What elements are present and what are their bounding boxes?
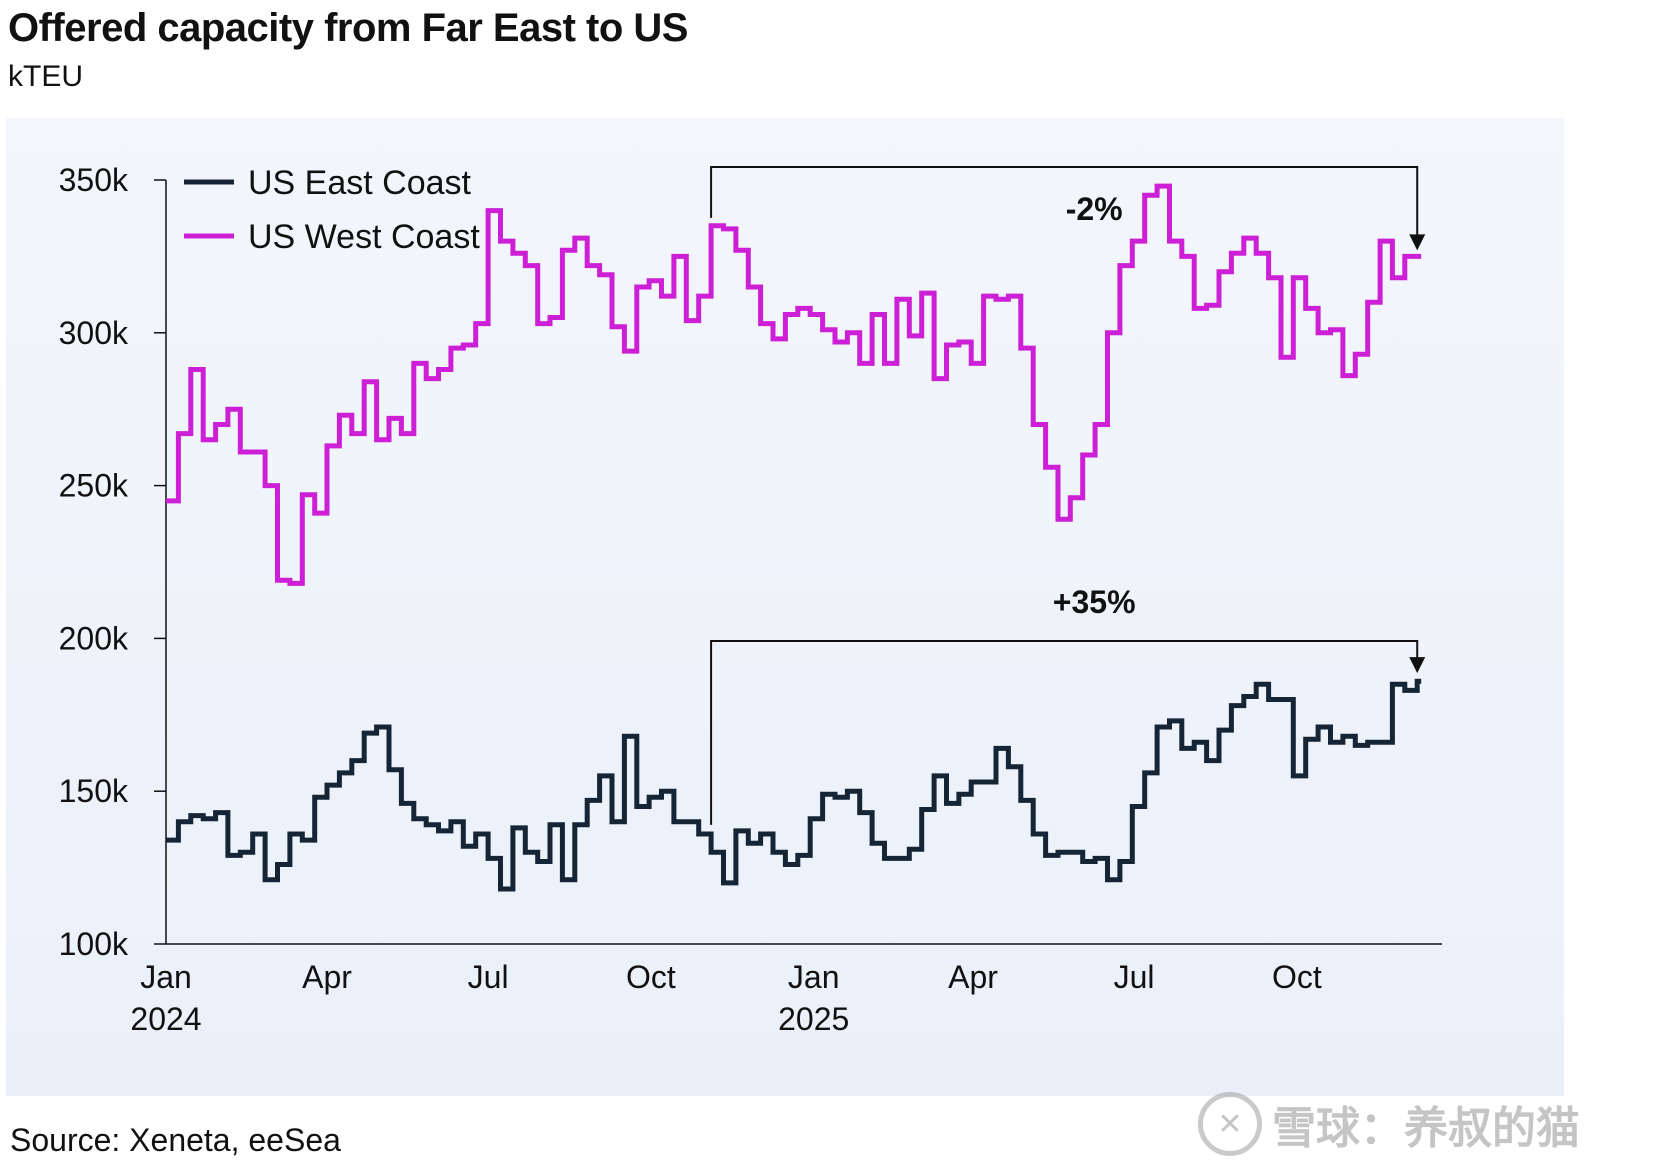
series-line-us-east-coast [166, 678, 1422, 892]
y-tick-label: 100k [59, 926, 129, 962]
legend-label: US East Coast [248, 164, 472, 202]
x-tick-year-label: 2025 [778, 1001, 849, 1037]
watermark: ✕ 雪球：养叔的猫 [1198, 1092, 1580, 1156]
watermark-text: 雪球：养叔的猫 [1272, 1104, 1580, 1153]
y-tick-label: 200k [59, 620, 129, 656]
east-change-annotation-arrowhead [1409, 657, 1426, 674]
west-change-annotation-label: -2% [1066, 191, 1123, 227]
y-tick-label: 300k [59, 315, 129, 351]
east-change-annotation-label: +35% [1053, 584, 1136, 620]
x-tick-label: Jan [788, 959, 840, 995]
series-line-us-west-coast [166, 183, 1422, 586]
east-change-annotation-bracket [710, 640, 1419, 825]
chart-title: Offered capacity from Far East to US [8, 6, 688, 50]
x-tick-label: Oct [1272, 959, 1322, 995]
y-tick-label: 250k [59, 468, 129, 504]
x-tick-label: Jan [140, 959, 192, 995]
x-tick-label: Apr [948, 959, 998, 995]
x-tick-label: Jul [468, 959, 509, 995]
west-change-annotation-bracket [710, 166, 1419, 237]
x-tick-label: Oct [626, 959, 676, 995]
snowball-logo-icon: ✕ [1198, 1092, 1262, 1156]
y-tick-label: 350k [59, 162, 129, 198]
source-note: Source: Xeneta, eeSea [10, 1122, 341, 1158]
x-tick-year-label: 2024 [130, 1001, 201, 1037]
x-tick-label: Apr [302, 959, 352, 995]
west-change-annotation-arrowhead [1409, 234, 1426, 251]
x-tick-label: Jul [1114, 959, 1155, 995]
y-tick-label: 150k [59, 773, 129, 809]
legend-label: US West Coast [248, 218, 480, 256]
chart-unit: kTEU [8, 60, 83, 93]
